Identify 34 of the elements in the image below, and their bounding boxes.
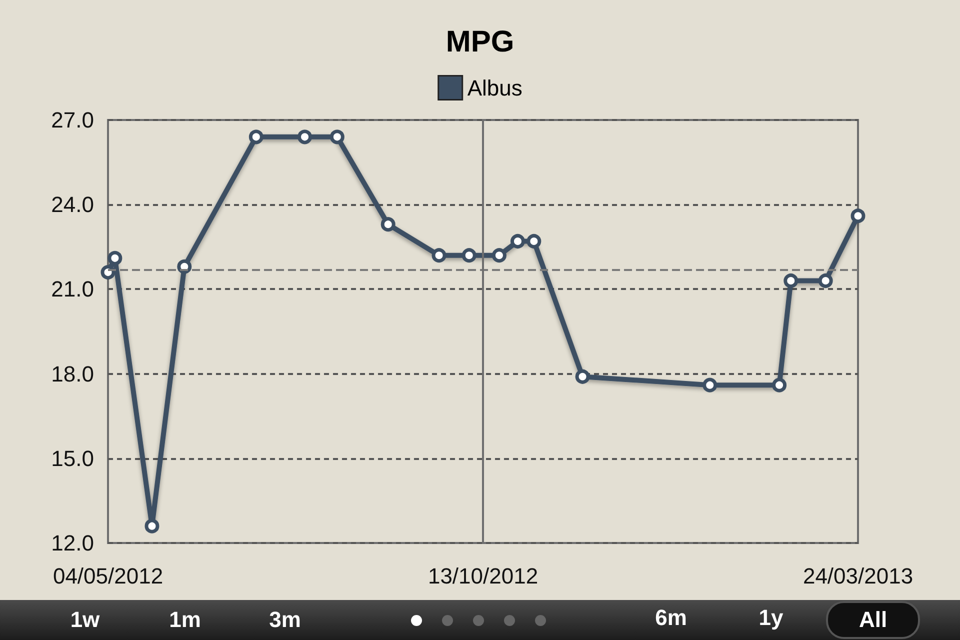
y-tick-label: 21.0 bbox=[51, 276, 94, 302]
text: 1m bbox=[168, 606, 202, 634]
point bbox=[784, 273, 798, 288]
point bbox=[850, 208, 866, 224]
chart-title: MPG bbox=[446, 26, 514, 58]
y-tick-label: 18.0 bbox=[51, 361, 94, 386]
point bbox=[702, 378, 718, 392]
point bbox=[380, 217, 396, 232]
y-tick-label: 27.0 bbox=[51, 108, 94, 132]
point bbox=[248, 130, 264, 144]
point bbox=[575, 369, 590, 384]
text: 3m bbox=[268, 606, 302, 634]
point bbox=[330, 130, 344, 144]
point bbox=[492, 248, 506, 263]
text: 6m bbox=[654, 604, 688, 632]
y-tick-label: 15.0 bbox=[51, 446, 94, 471]
point bbox=[432, 248, 446, 263]
legend-label: Albus bbox=[467, 75, 522, 100]
text: All bbox=[826, 601, 920, 639]
text: 1y bbox=[758, 604, 784, 632]
point bbox=[298, 130, 312, 144]
point bbox=[462, 248, 476, 263]
point bbox=[144, 518, 160, 534]
x-tick-label: 24/03/2013 bbox=[802, 564, 914, 588]
point bbox=[510, 234, 525, 249]
text: 1w bbox=[69, 606, 101, 634]
x-tick-label: 04/05/2012 bbox=[52, 564, 164, 588]
point bbox=[108, 250, 122, 266]
point bbox=[818, 273, 833, 288]
point bbox=[526, 234, 542, 249]
y-tick-label: 12.0 bbox=[51, 530, 94, 556]
y-tick-label: 24.0 bbox=[51, 192, 94, 218]
x-tick-label: 13/10/2012 bbox=[428, 564, 538, 588]
point bbox=[772, 378, 787, 392]
